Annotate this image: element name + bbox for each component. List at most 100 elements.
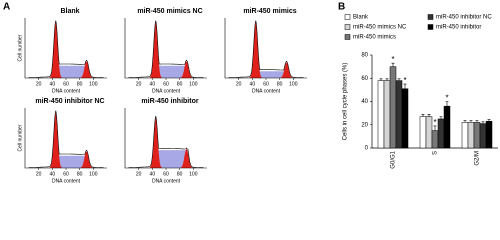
- panel-title: Blank: [60, 8, 79, 15]
- x-tick-label: 20: [136, 171, 142, 177]
- s-phase: [28, 155, 104, 168]
- error-bar: [469, 120, 473, 123]
- bar: [419, 116, 427, 149]
- bar: [431, 130, 439, 149]
- x-tick-label: S: [433, 151, 439, 155]
- legend-label: miR-450 mimics NC: [353, 25, 407, 31]
- histogram-outline: [128, 116, 204, 168]
- figure: A B Blank 20 40 60 80 100 DNA content Cell numb…: [3, 2, 498, 184]
- x-tick-label: 20: [236, 81, 242, 87]
- error-bar: [379, 78, 383, 81]
- error-bar: [385, 78, 389, 81]
- x-tick-label: 100: [89, 81, 98, 87]
- x-tick-label: 40: [150, 171, 156, 177]
- error-bar: [391, 62, 395, 67]
- x-tick-label: 100: [289, 81, 298, 87]
- legend-swatch: [344, 14, 351, 20]
- significance-mark: *: [445, 94, 448, 103]
- error-bar: [397, 78, 401, 81]
- x-axis-label: DNA content: [52, 88, 81, 94]
- x-axis-label: DNA content: [252, 88, 281, 94]
- panel-title: miR-450 mimics NC: [137, 8, 202, 15]
- bar: [389, 66, 397, 149]
- x-tick-label: G2/M: [475, 151, 481, 166]
- x-axis-label: DNA content: [152, 178, 181, 184]
- bar: [395, 80, 403, 149]
- x-tick-label: 20: [36, 171, 42, 177]
- error-bar: [403, 83, 407, 89]
- legend-label: miR-450 mimics: [353, 35, 396, 41]
- error-bar: [433, 125, 437, 131]
- legend-label: miR-450 inhibitor NC: [436, 15, 492, 21]
- axis: [224, 18, 307, 79]
- y-tick-label: 80: [361, 53, 368, 59]
- y-axis-label: Cells in cell cycle phases (%): [343, 63, 349, 141]
- significance-mark: *: [433, 118, 436, 127]
- x-axis-label: DNA content: [52, 178, 81, 184]
- legend-label: Blank: [353, 15, 369, 21]
- histogram-outline: [28, 20, 104, 78]
- bar: [473, 122, 481, 149]
- histogram-outline: [228, 20, 304, 78]
- error-bar: [439, 116, 443, 119]
- histogram-outline: [28, 110, 104, 168]
- bar: [461, 122, 469, 149]
- x-tick-label: 60: [63, 171, 69, 177]
- bar: [485, 121, 493, 149]
- error-bar: [487, 119, 491, 122]
- y-tick-label: 60: [361, 76, 368, 82]
- bar: [383, 80, 391, 149]
- x-tick-label: 80: [77, 81, 83, 87]
- error-bar: [427, 113, 431, 117]
- y-tick-label: 20: [361, 122, 368, 128]
- significance-mark: *: [403, 76, 406, 85]
- panel-title: miR-450 mimics: [243, 8, 296, 15]
- legend-swatch: [344, 34, 351, 40]
- panel-title: miR-450 inhibitor NC: [35, 98, 104, 105]
- bar: [377, 80, 385, 149]
- x-tick-label: 80: [77, 171, 83, 177]
- panel-label: B: [338, 2, 345, 13]
- x-tick-label: 60: [163, 81, 169, 87]
- x-tick-label: 60: [163, 171, 169, 177]
- s-phase: [128, 150, 204, 168]
- error-bar: [481, 121, 485, 124]
- error-bar: [463, 120, 467, 123]
- g2-peak: [28, 151, 104, 168]
- x-tick-label: 100: [189, 81, 198, 87]
- x-tick-label: 40: [50, 171, 56, 177]
- x-tick-label: 100: [89, 171, 98, 177]
- y-axis-label: Cell number: [17, 34, 23, 61]
- s-phase: [128, 65, 204, 78]
- x-tick-label: 80: [277, 81, 283, 87]
- error-bar: [475, 120, 479, 123]
- panel-label: A: [3, 2, 10, 13]
- legend-swatch: [344, 24, 351, 30]
- legend-label: miR-450 inhibitor: [436, 25, 481, 31]
- error-bar: [421, 113, 425, 117]
- x-tick-label: 100: [189, 171, 198, 177]
- x-tick-label: 60: [63, 81, 69, 87]
- panel-title: miR-450 inhibitor: [141, 98, 198, 105]
- x-tick-label: 40: [150, 81, 156, 87]
- histogram-outline: [128, 20, 204, 78]
- g2-peak: [28, 61, 104, 78]
- y-axis-label: Cell number: [17, 124, 23, 151]
- bar: [425, 116, 433, 149]
- bar: [467, 122, 475, 149]
- bar: [443, 105, 451, 149]
- x-tick-label: G0/G1: [391, 150, 397, 168]
- error-bar: [445, 101, 449, 107]
- x-axis-label: DNA content: [152, 88, 181, 94]
- y-tick-label: 40: [361, 99, 368, 105]
- bar: [437, 118, 445, 149]
- bar: [401, 88, 409, 149]
- x-tick-label: 40: [50, 81, 56, 87]
- x-tick-label: 20: [136, 81, 142, 87]
- legend-swatch: [427, 24, 434, 30]
- bar: [479, 123, 487, 149]
- g2-peak: [128, 149, 204, 168]
- x-tick-label: 80: [177, 81, 183, 87]
- x-tick-label: 20: [36, 81, 42, 87]
- legend-swatch: [427, 14, 434, 20]
